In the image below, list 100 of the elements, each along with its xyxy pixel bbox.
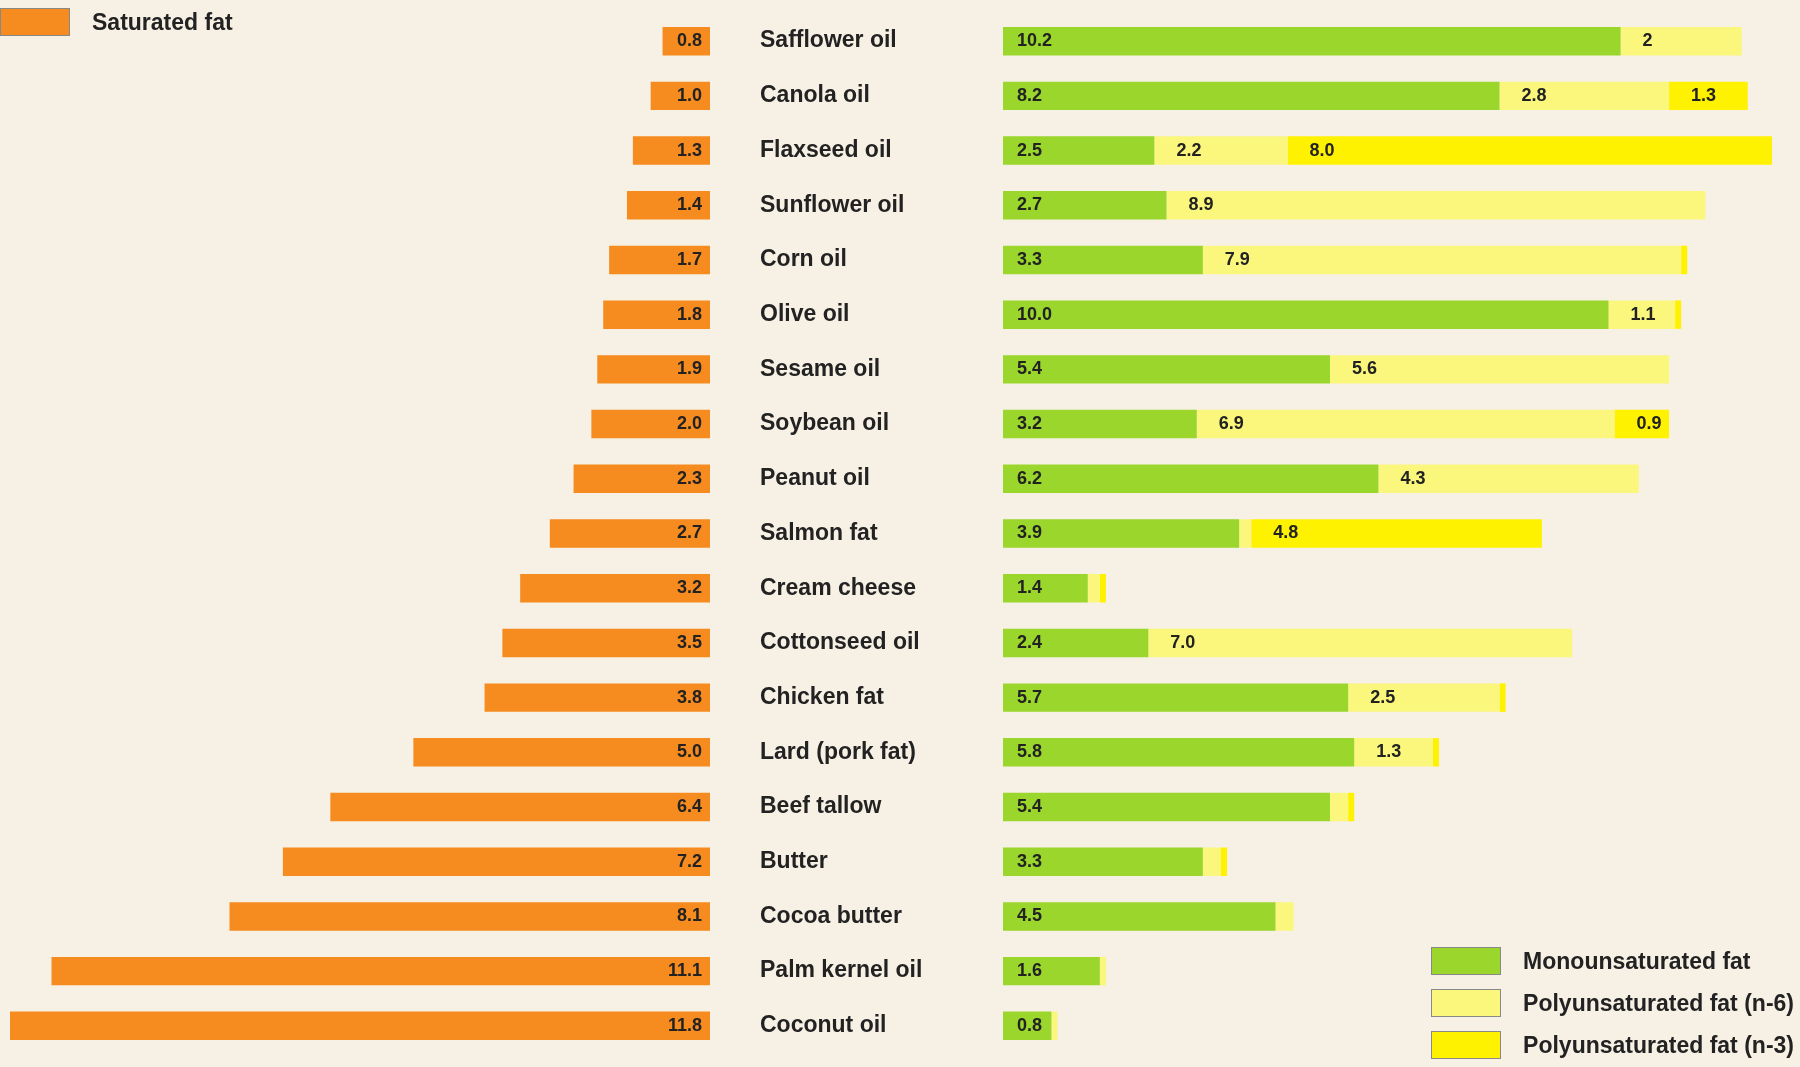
data-label: 10.2 <box>1017 30 1053 51</box>
bar <box>1087 573 1100 603</box>
y-tick-label: Canola oil <box>760 81 870 108</box>
data-label: 2.5 <box>1370 686 1396 707</box>
y-tick-label: Salmon fat <box>760 518 878 545</box>
data-label: 7.0 <box>1170 631 1196 652</box>
y-tick-label: Cottonseed oil <box>760 628 920 655</box>
bar <box>626 191 710 220</box>
bar <box>520 573 710 603</box>
bar <box>1166 191 1706 220</box>
data-label: 2.2 <box>1176 139 1202 160</box>
bar <box>1681 245 1688 275</box>
bar <box>1003 26 1621 56</box>
bar <box>1608 300 1676 329</box>
data-label: 4.3 <box>1400 467 1426 488</box>
bar <box>1620 26 1742 56</box>
legend-label: Saturated fat <box>92 8 233 36</box>
data-label: 2.7 <box>676 522 702 543</box>
data-label: 5.6 <box>1351 358 1378 379</box>
bar <box>1329 792 1349 822</box>
data-label: 1.1 <box>1630 303 1656 324</box>
data-label: 1.0 <box>676 84 702 105</box>
data-label: 2.0 <box>676 413 702 434</box>
y-tick-label: Sesame oil <box>760 354 881 381</box>
data-label: 1.9 <box>676 358 702 379</box>
data-label: 11.8 <box>667 1014 702 1035</box>
bar <box>1196 409 1615 439</box>
data-label: 8.2 <box>1017 84 1043 105</box>
data-label: 8.9 <box>1188 194 1214 215</box>
bar <box>1329 355 1670 384</box>
bar <box>549 519 710 548</box>
data-label: 0.8 <box>676 30 702 51</box>
bar <box>1003 847 1203 876</box>
bar <box>1202 245 1682 275</box>
data-label: 0.9 <box>1636 413 1662 434</box>
bar <box>1003 300 1609 329</box>
data-label: 6.9 <box>1218 413 1244 434</box>
y-tick-label: Chicken fat <box>760 682 885 709</box>
bar <box>1220 847 1228 876</box>
bar <box>597 355 710 384</box>
data-label: 2.3 <box>676 467 702 488</box>
bar <box>1003 191 1167 220</box>
y-tick-label: Peanut oil <box>760 464 870 491</box>
bar <box>1287 136 1772 165</box>
bar <box>1003 519 1240 548</box>
data-label: 5.7 <box>1017 686 1043 707</box>
data-label: 2.4 <box>1017 631 1043 652</box>
y-tick-label: Corn oil <box>760 245 847 272</box>
data-label: 1.7 <box>676 248 702 269</box>
data-label: 7.2 <box>676 850 702 871</box>
y-tick-label: Flaxseed oil <box>760 135 892 162</box>
bar <box>1378 464 1639 494</box>
data-label: 2.8 <box>1521 84 1547 105</box>
data-label: 8.0 <box>1309 139 1335 160</box>
y-tick-label: Butter <box>760 847 828 874</box>
bar <box>1003 628 1149 658</box>
bar <box>1499 81 1670 111</box>
bar <box>1003 136 1155 165</box>
bar <box>1003 245 1203 275</box>
bar <box>1148 628 1573 658</box>
bar <box>1099 956 1106 986</box>
data-label: 4.8 <box>1273 522 1299 543</box>
bar <box>1003 573 1088 603</box>
bar <box>1675 300 1682 329</box>
data-label: 1.8 <box>676 303 702 324</box>
data-label: 0.8 <box>1017 1014 1043 1035</box>
data-label: 6.4 <box>676 796 702 816</box>
y-tick-label: Olive oil <box>760 300 850 327</box>
bar <box>1499 683 1506 712</box>
bar <box>1003 902 1276 931</box>
data-label: 7.9 <box>1224 248 1250 269</box>
data-label: 5.4 <box>1017 796 1043 816</box>
bar <box>229 902 710 931</box>
data-label: 8.1 <box>676 905 702 926</box>
data-label: 1.4 <box>1017 577 1043 598</box>
bar <box>1354 738 1433 767</box>
data-label: 4.5 <box>1017 905 1043 926</box>
legend-label: Polyunsaturated fat (n-3) <box>1523 1031 1794 1059</box>
data-label: 6.2 <box>1017 467 1043 488</box>
bar <box>1003 409 1197 439</box>
bar <box>1051 1011 1058 1041</box>
y-tick-label: Sunflower oil <box>760 190 905 217</box>
data-label: 3.5 <box>676 631 702 652</box>
bar <box>1275 902 1294 931</box>
bar <box>282 847 710 876</box>
y-tick-label: Coconut oil <box>760 1011 887 1038</box>
data-label: 3.9 <box>1017 522 1043 543</box>
data-label: 1.3 <box>1376 741 1402 762</box>
bar <box>484 683 710 712</box>
data-label: 11.1 <box>667 960 702 981</box>
data-label: 3.3 <box>1017 850 1043 871</box>
legend-label: Monounsaturated fat <box>1523 947 1751 975</box>
bar <box>1239 519 1252 548</box>
data-label: 2 <box>1642 30 1653 51</box>
bar <box>573 464 710 494</box>
data-label: 5.0 <box>676 741 702 762</box>
data-label: 3.8 <box>676 686 702 707</box>
bar <box>603 300 710 329</box>
y-tick-label: Palm kernel oil <box>760 956 923 983</box>
bar <box>1003 464 1379 494</box>
